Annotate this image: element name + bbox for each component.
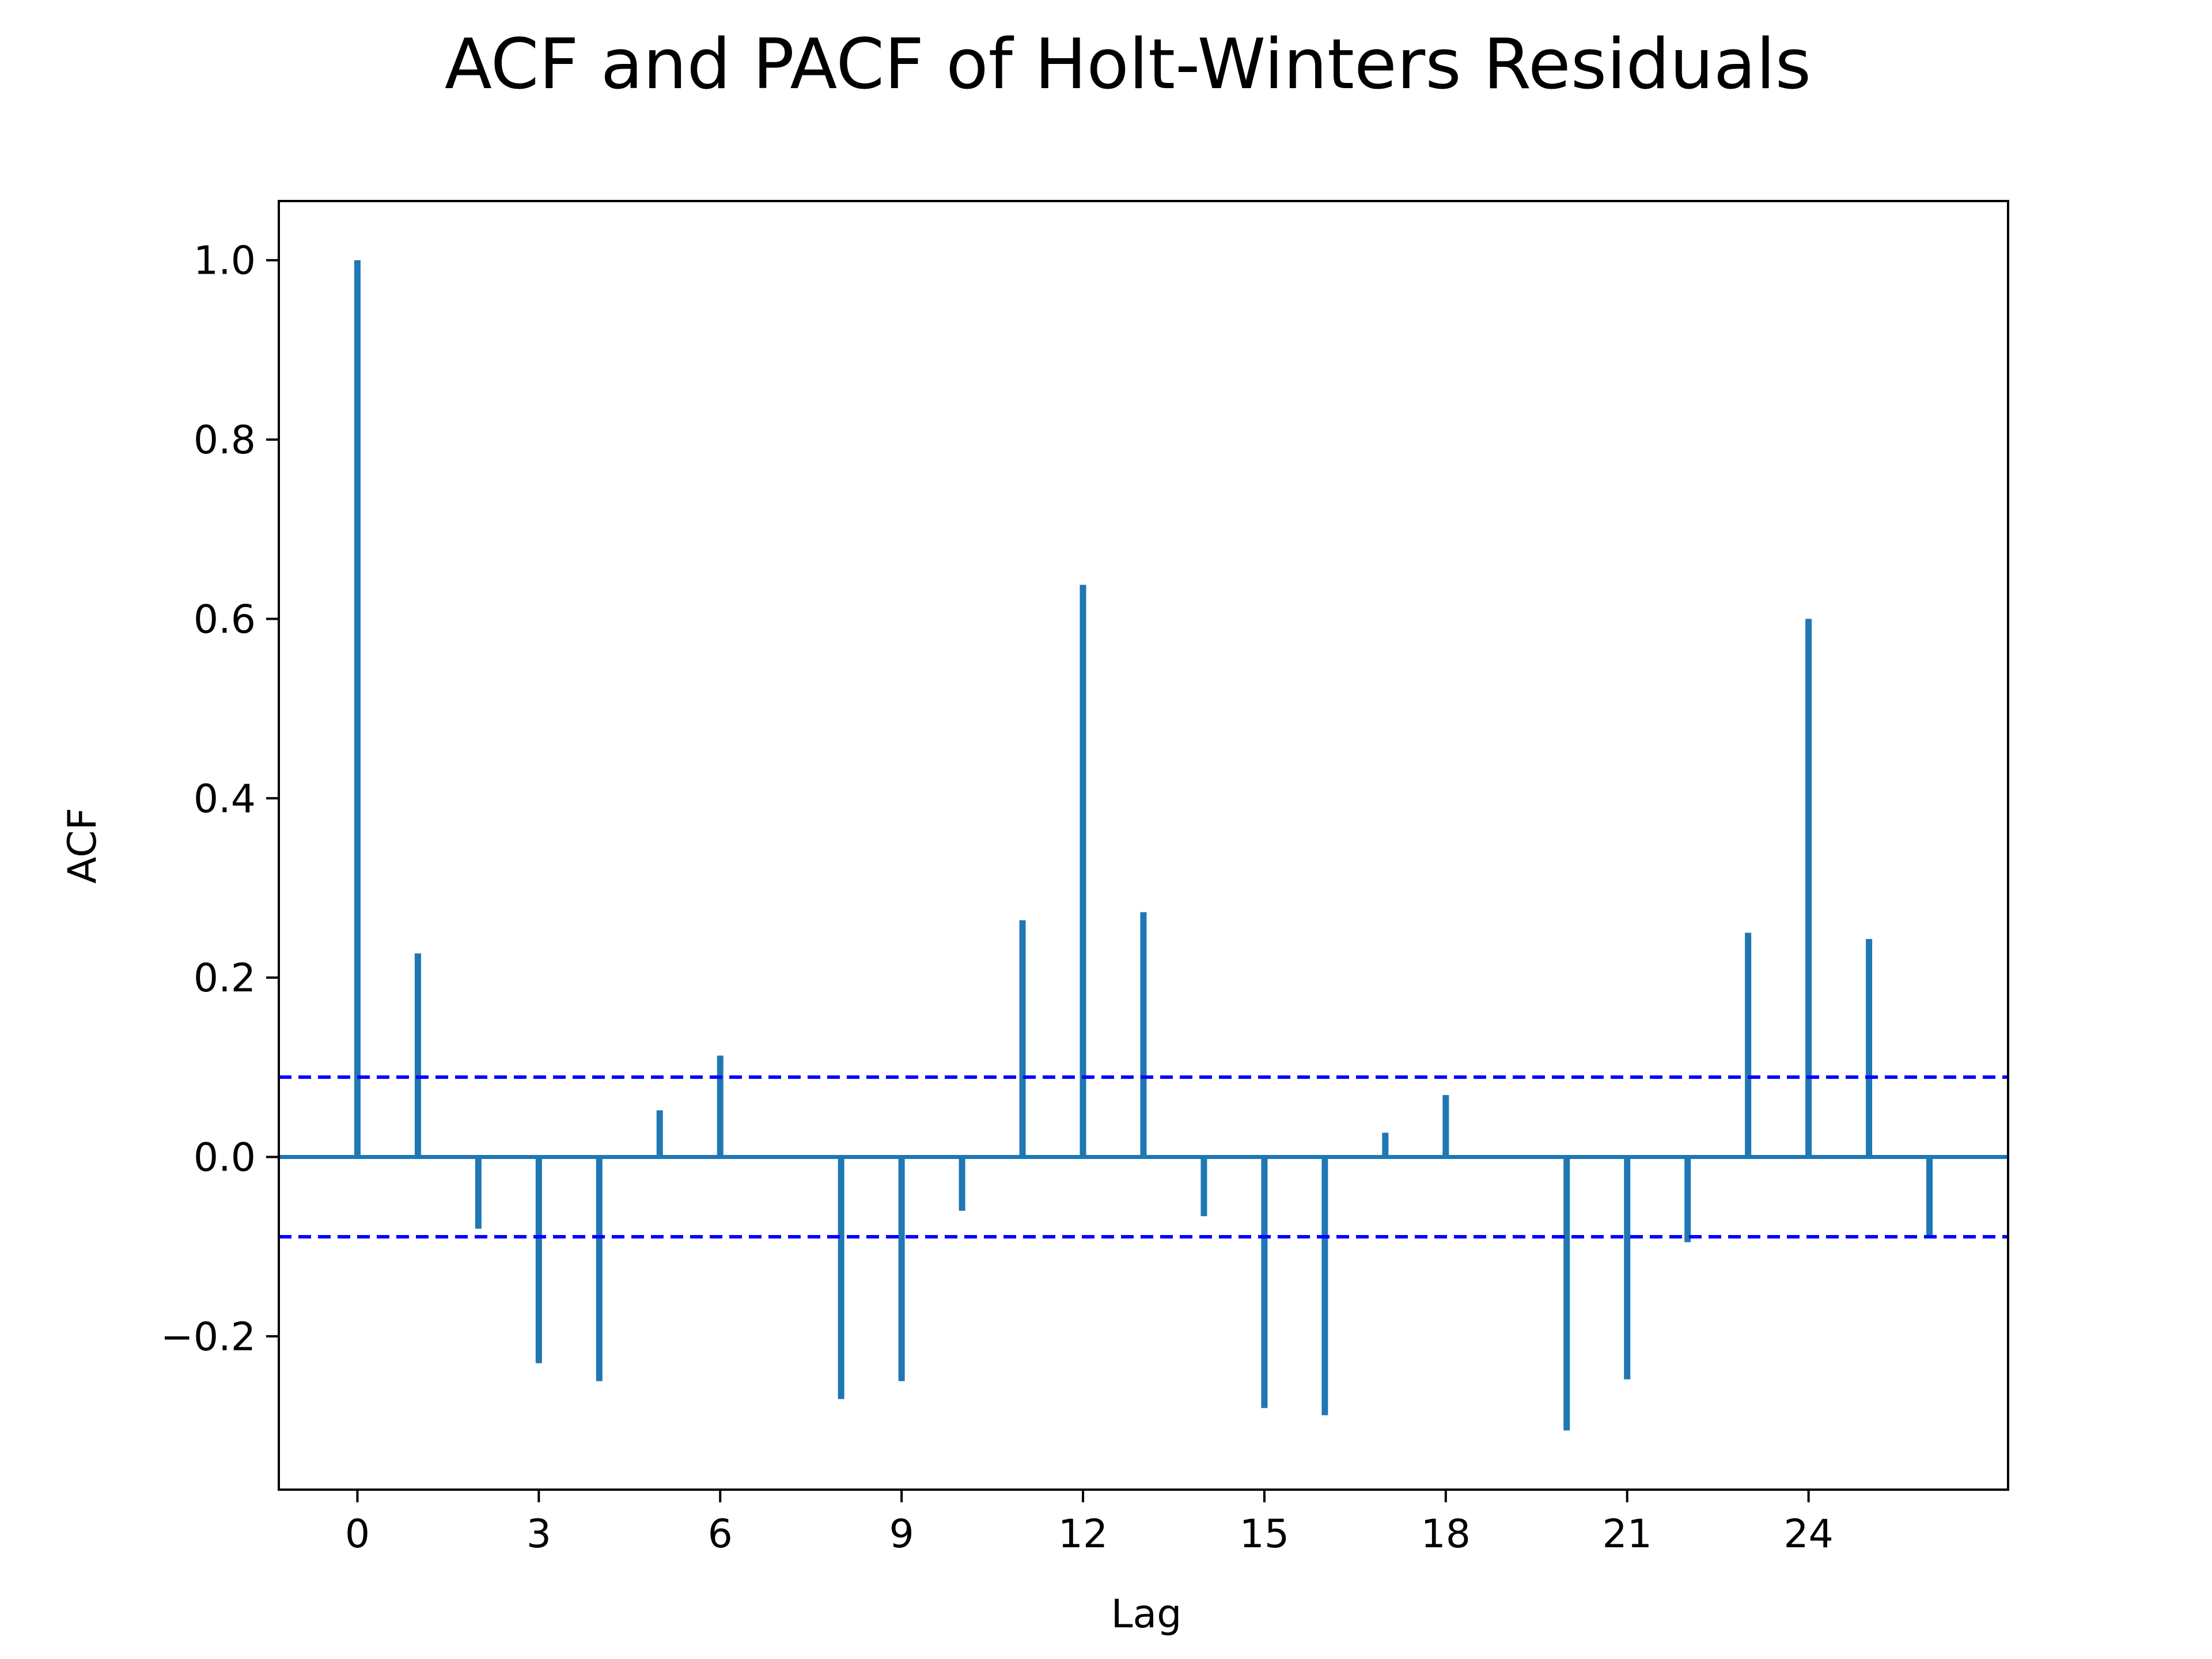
- y-tick-label: 0.6: [194, 597, 256, 642]
- x-tick-label: 3: [527, 1512, 551, 1557]
- x-tick-label: 0: [345, 1512, 370, 1557]
- x-tick-label: 9: [889, 1512, 914, 1557]
- x-tick-label: 6: [708, 1512, 733, 1557]
- x-tick-label: 21: [1602, 1512, 1652, 1557]
- y-tick-label: 0.8: [194, 418, 256, 463]
- y-tick-label: 0.4: [194, 777, 256, 822]
- x-tick-label: 15: [1240, 1512, 1290, 1557]
- y-tick-label: 1.0: [194, 238, 256, 284]
- x-tick-label: 18: [1421, 1512, 1471, 1557]
- chart-title: ACF and PACF of Holt-Winters Residuals: [445, 25, 1811, 105]
- y-tick-label: −0.2: [161, 1315, 256, 1360]
- plot-frame: [278, 200, 2009, 1491]
- x-axis-label: Lag: [1111, 1592, 1182, 1637]
- y-tick-label: 0.2: [194, 956, 256, 1001]
- x-tick-label: 24: [1783, 1512, 1834, 1557]
- chart-overlays: [278, 200, 2009, 1491]
- y-tick-label: 0.0: [194, 1135, 256, 1180]
- y-axis-label: ACF: [60, 808, 105, 884]
- x-tick-label: 12: [1058, 1512, 1108, 1557]
- acf-stems: [354, 260, 1933, 1431]
- x-axis-ticks: 0 3 6 9 12 15 18 21 24: [345, 1490, 1834, 1557]
- y-axis-ticks: −0.2 0.0 0.2 0.4 0.6 0.8 1.0: [161, 238, 279, 1360]
